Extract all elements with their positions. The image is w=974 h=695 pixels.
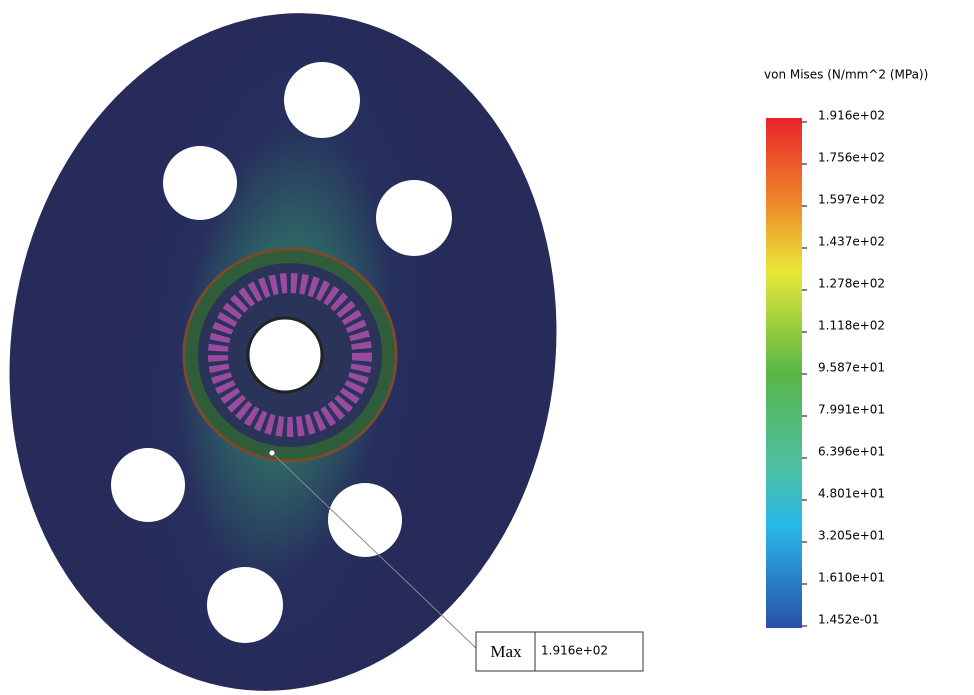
legend-label: 1.452e-01 (818, 613, 879, 627)
legend-label: 1.118e+02 (818, 319, 885, 333)
legend-label: 3.205e+01 (818, 529, 885, 543)
legend-label: 1.597e+02 (818, 193, 885, 207)
legend-label: 6.396e+01 (818, 445, 885, 459)
legend-label: 1.610e+01 (818, 571, 885, 585)
legend-label: 1.756e+02 (818, 151, 885, 165)
color-bar (766, 118, 802, 628)
legend-label: 7.991e+01 (818, 403, 885, 417)
legend-label: 4.801e+01 (818, 487, 885, 501)
page: Max 1.916e+02 von Mises (N/mm^2 (MPa)) 1… (0, 0, 974, 695)
legend-label: 9.587e+01 (818, 361, 885, 375)
legend-label: 1.916e+02 (818, 109, 885, 123)
legend-label: 1.278e+02 (818, 277, 885, 291)
legend-title: von Mises (N/mm^2 (MPa)) (764, 68, 928, 82)
simulation-view: Max 1.916e+02 von Mises (N/mm^2 (MPa)) 1… (0, 0, 974, 695)
legend-label: 1.437e+02 (818, 235, 885, 249)
probe-label: Max (490, 642, 522, 661)
probe-value: 1.916e+02 (541, 644, 608, 658)
legend: von Mises (N/mm^2 (MPa)) 1.916e+02 1.756e… (764, 68, 928, 629)
part (0, 0, 600, 695)
